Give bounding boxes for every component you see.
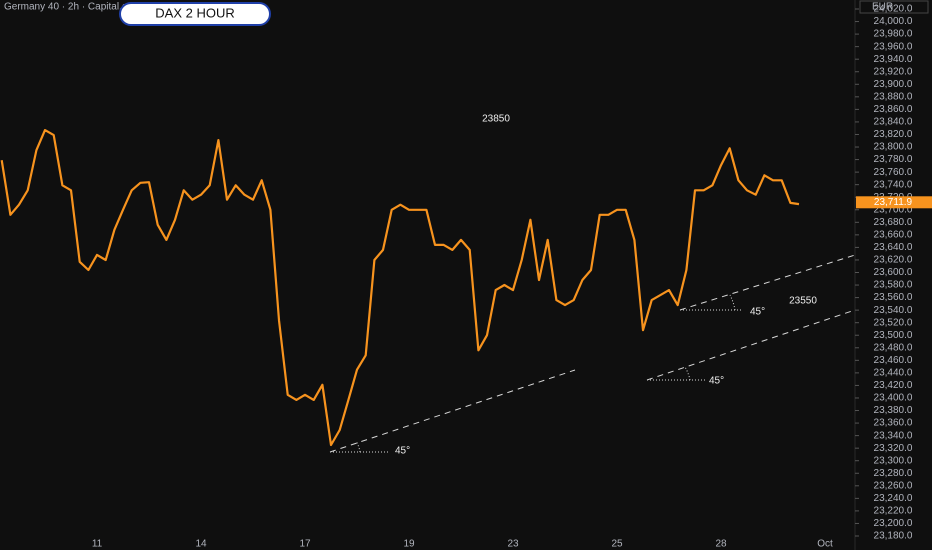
- title-box: [119, 2, 271, 26]
- annotation: 45°: [395, 446, 410, 457]
- x-tick-label: 17: [299, 539, 311, 550]
- y-tick-label: 23,620.0: [874, 255, 913, 266]
- y-tick-label: 23,680.0: [874, 217, 913, 228]
- x-tick-label: 28: [715, 539, 727, 550]
- x-tick-label: 19: [403, 539, 415, 550]
- y-tick-label: 23,440.0: [874, 368, 913, 379]
- y-tick-label: 23,800.0: [874, 142, 913, 153]
- annotation: 23850: [482, 114, 510, 125]
- y-tick-label: 23,780.0: [874, 154, 913, 165]
- y-tick-label: 23,840.0: [874, 117, 913, 128]
- y-tick-label: 23,600.0: [874, 267, 913, 278]
- y-tick-label: 23,980.0: [874, 29, 913, 40]
- y-tick-label: 23,200.0: [874, 518, 913, 529]
- y-tick-label: 23,260.0: [874, 480, 913, 491]
- y-tick-label: 23,940.0: [874, 54, 913, 65]
- y-tick-label: 24,020.0: [874, 4, 913, 15]
- currency-box: [859, 0, 929, 14]
- y-tick-label: 23,920.0: [874, 66, 913, 77]
- symbol-info: Germany 40 · 2h · Capital.com: [4, 2, 141, 13]
- x-tick-label: 25: [611, 539, 623, 550]
- y-tick-label: 24,000.0: [874, 16, 913, 27]
- trend-line: [646, 309, 856, 381]
- y-tick-label: 23,540.0: [874, 305, 913, 316]
- y-tick-label: 23,360.0: [874, 418, 913, 429]
- y-tick-label: 23,500.0: [874, 330, 913, 341]
- y-tick-label: 23,900.0: [874, 79, 913, 90]
- currency: EUR: [872, 2, 893, 13]
- angle-marker: [330, 440, 388, 453]
- angle-marker: [680, 294, 742, 311]
- y-tick-label: 23,960.0: [874, 41, 913, 52]
- y-tick-label: 23,460.0: [874, 355, 913, 366]
- y-tick-label: 23,400.0: [874, 393, 913, 404]
- trend-line: [679, 254, 856, 311]
- y-tick-label: 23,340.0: [874, 430, 913, 441]
- y-tick-label: 23,300.0: [874, 455, 913, 466]
- y-tick-label: 23,640.0: [874, 242, 913, 253]
- angle-marker: [647, 366, 705, 381]
- y-tick-label: 23,220.0: [874, 506, 913, 517]
- annotation: 23550: [789, 296, 817, 307]
- y-tick-label: 23,380.0: [874, 405, 913, 416]
- y-tick-label: 23,480.0: [874, 342, 913, 353]
- x-tick-label: 11: [92, 539, 103, 550]
- y-tick-label: 23,560.0: [874, 292, 913, 303]
- y-tick-label: 23,580.0: [874, 280, 913, 291]
- y-tick-label: 23,760.0: [874, 167, 913, 178]
- y-tick-label: 23,740.0: [874, 179, 913, 190]
- chart-title: DAX 2 HOUR: [155, 5, 234, 20]
- last-price-box: [856, 196, 932, 209]
- y-tick-label: 23,820.0: [874, 129, 913, 140]
- annotation: 45°: [750, 307, 765, 318]
- y-tick-label: 23,520.0: [874, 317, 913, 328]
- y-tick-label: 23,280.0: [874, 468, 913, 479]
- x-tick-label: 23: [507, 539, 519, 550]
- x-tick-label: Oct: [817, 539, 833, 550]
- x-tick-label: 14: [195, 539, 207, 550]
- y-tick-label: 23,320.0: [874, 443, 913, 454]
- last-price-label: 23,711.9: [874, 197, 913, 208]
- price-line: [0, 129, 800, 447]
- y-tick-label: 23,700.0: [874, 204, 913, 215]
- annotation: 45°: [709, 376, 724, 387]
- y-tick-label: 23,880.0: [874, 91, 913, 102]
- y-tick-label: 23,660.0: [874, 229, 913, 240]
- y-tick-label: 23,240.0: [874, 493, 913, 504]
- y-tick-label: 23,180.0: [874, 531, 913, 542]
- y-tick-label: 23,860.0: [874, 104, 913, 115]
- y-tick-label: 23,420.0: [874, 380, 913, 391]
